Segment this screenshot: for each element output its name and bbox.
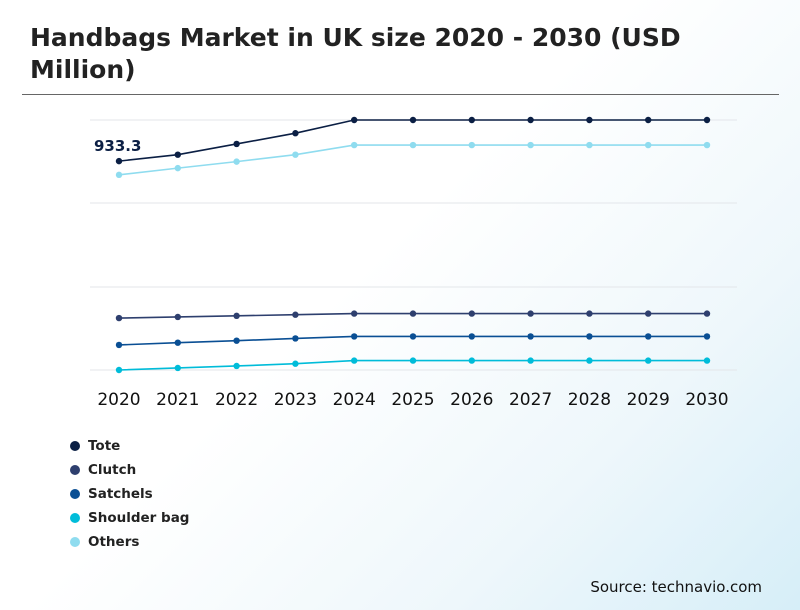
data-point <box>292 335 299 342</box>
data-point <box>292 311 299 318</box>
data-point <box>468 116 475 124</box>
data-point <box>468 333 475 340</box>
data-point <box>174 339 181 346</box>
x-tick-label: 2030 <box>685 390 728 410</box>
data-point <box>703 310 711 317</box>
data-point <box>233 337 240 344</box>
x-tick-label: 2028 <box>568 390 611 410</box>
data-point <box>645 357 652 364</box>
legend: Tote Clutch Satchels Shoulder bag Others <box>70 434 189 554</box>
annotations: 933.3 <box>94 137 141 155</box>
data-point <box>527 116 534 124</box>
legend-swatch <box>70 489 80 499</box>
data-point <box>645 310 652 317</box>
data-point <box>174 364 181 372</box>
data-point <box>409 310 417 317</box>
legend-swatch <box>70 513 80 523</box>
legend-swatch <box>70 537 80 547</box>
data-point <box>233 158 240 165</box>
x-tick-label: 2029 <box>627 390 670 410</box>
x-axis-ticks: 2020 2021 2022 2023 2024 2025 2026 2027 2028 2029… <box>97 390 728 410</box>
series-clutch <box>115 310 711 322</box>
series-shoulder-bag <box>115 357 711 374</box>
data-point <box>233 140 240 148</box>
x-tick-label: 2021 <box>156 390 199 410</box>
x-tick-label: 2027 <box>509 390 552 410</box>
data-point <box>703 357 711 364</box>
data-point <box>351 116 358 124</box>
data-point <box>292 151 299 158</box>
data-point <box>351 141 358 149</box>
data-point <box>468 357 475 364</box>
data-point <box>703 116 711 124</box>
x-tick-label: 2025 <box>391 390 434 410</box>
line-chart: 2020 2021 2022 2023 2024 2025 2026 2027 2028 2029… <box>90 116 737 410</box>
chart-title: Handbags Market in UK size 2020 - 2030 (… <box>30 23 681 84</box>
data-point <box>645 141 652 149</box>
data-point <box>527 141 534 149</box>
data-point <box>527 333 534 340</box>
data-point <box>409 333 417 340</box>
legend-item: Others <box>70 530 189 554</box>
data-point <box>468 141 475 149</box>
gridlines <box>90 119 737 371</box>
data-point <box>468 310 475 317</box>
data-point <box>292 130 299 137</box>
legend-label: Satchels <box>88 486 153 502</box>
data-point <box>586 310 593 317</box>
data-point <box>409 141 417 149</box>
x-tick-label: 2026 <box>450 390 493 410</box>
data-point <box>115 314 123 322</box>
legend-item: Shoulder bag <box>70 506 189 530</box>
legend-label: Shoulder bag <box>88 510 190 526</box>
data-point <box>115 366 123 374</box>
series-others <box>115 141 711 179</box>
data-point <box>115 171 123 179</box>
legend-item: Satchels <box>70 482 189 506</box>
legend-swatch <box>70 465 80 475</box>
data-point <box>174 313 181 321</box>
data-point <box>351 310 358 317</box>
series-line <box>118 119 707 162</box>
x-tick-label: 2020 <box>97 390 140 410</box>
data-point <box>703 333 711 340</box>
data-point <box>115 157 123 165</box>
data-point <box>174 151 181 158</box>
source-credit: Source: technavio.com <box>590 578 762 596</box>
data-point <box>233 312 240 320</box>
data-point <box>527 357 534 364</box>
x-tick-label: 2024 <box>333 390 376 410</box>
legend-item: Tote <box>70 434 189 458</box>
data-point <box>645 116 652 124</box>
data-point <box>351 357 358 364</box>
data-point <box>233 362 240 370</box>
data-point <box>174 164 181 172</box>
data-label: 933.3 <box>94 137 141 155</box>
legend-label: Clutch <box>88 462 137 478</box>
data-point <box>586 357 593 364</box>
data-point <box>645 333 652 340</box>
data-point <box>351 333 358 340</box>
data-point <box>292 360 299 367</box>
data-point <box>409 116 417 124</box>
legend-label: Others <box>88 534 140 550</box>
series-lines <box>115 116 711 374</box>
data-point <box>527 310 534 317</box>
data-point <box>586 141 593 149</box>
title-divider <box>22 94 779 95</box>
data-point <box>703 141 711 149</box>
data-point <box>409 357 417 364</box>
series-satchels <box>115 333 711 349</box>
x-tick-label: 2022 <box>215 390 258 410</box>
legend-item: Clutch <box>70 458 189 482</box>
legend-label: Tote <box>88 438 121 454</box>
x-tick-label: 2023 <box>274 390 317 410</box>
data-point <box>115 341 123 349</box>
series-tote <box>115 116 711 165</box>
data-point <box>586 116 593 124</box>
legend-swatch <box>70 441 80 451</box>
data-point <box>586 333 593 340</box>
